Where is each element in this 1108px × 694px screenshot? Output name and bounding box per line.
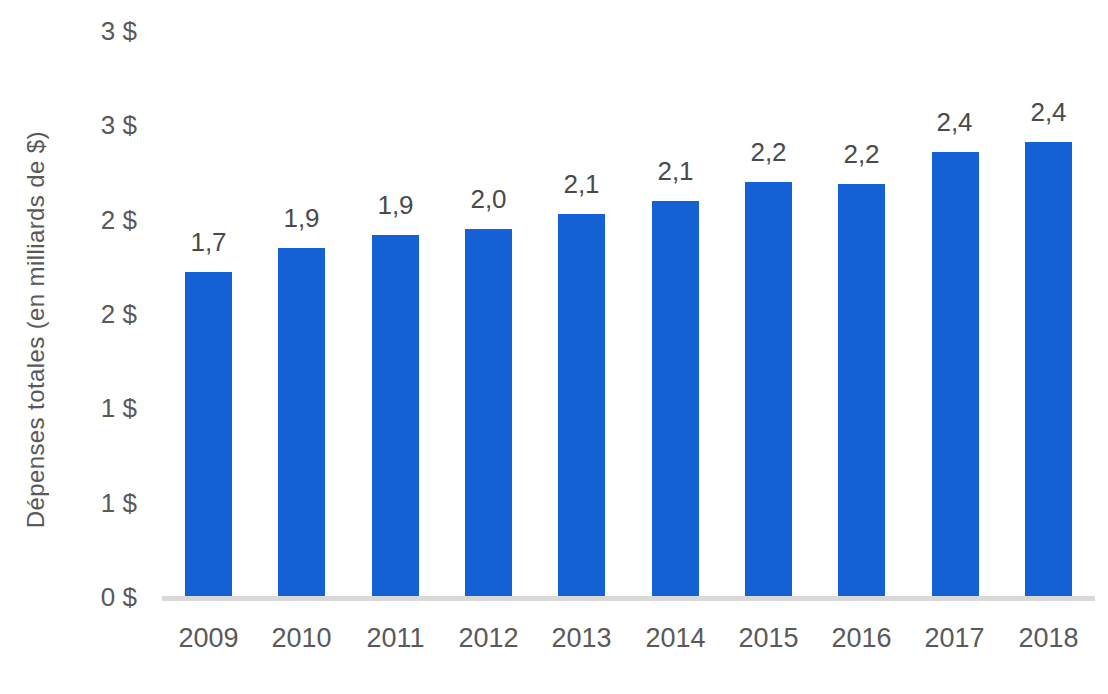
bar-value-label: 2,4 <box>1002 98 1095 126</box>
x-axis-label: 2014 <box>629 621 722 655</box>
x-axis-label: 2012 <box>442 621 535 655</box>
y-axis-tick-label: 2 $ <box>57 204 137 236</box>
x-axis-label: 2013 <box>535 621 628 655</box>
bar-2014 <box>652 201 699 597</box>
bar-2016 <box>838 184 885 597</box>
x-axis-label: 2016 <box>815 621 908 655</box>
bar-2011 <box>372 235 419 597</box>
bar-2012 <box>465 229 512 597</box>
bar-2017 <box>932 152 979 597</box>
x-axis-label: 2017 <box>908 621 1001 655</box>
y-axis-tick-label: 0 $ <box>57 581 137 613</box>
x-axis-label: 2010 <box>255 621 348 655</box>
bar-chart: Dépenses totales (en milliards de $) 0 $… <box>0 0 1108 694</box>
x-axis-label: 2015 <box>722 621 815 655</box>
bar-value-label: 2,0 <box>442 185 535 213</box>
y-axis-tick-label: 3 $ <box>57 109 137 141</box>
bar-value-label: 1,7 <box>162 228 255 256</box>
bar-2013 <box>558 214 605 597</box>
y-axis-tick-labels: 0 $ 1 $ 1 $ 2 $ 2 $ 3 $ 3 $ <box>0 0 137 694</box>
bar-value-label: 1,9 <box>349 191 442 219</box>
plot-area: 1,71,91,92,02,12,12,22,22,42,4 <box>162 31 1095 597</box>
x-axis-line <box>162 596 1095 601</box>
bar-2015 <box>745 182 792 597</box>
x-axis-label: 2011 <box>349 621 442 655</box>
x-axis-label: 2009 <box>162 621 255 655</box>
bar-value-label: 2,1 <box>535 170 628 198</box>
bar-value-label: 2,1 <box>629 157 722 185</box>
bar-value-label: 2,2 <box>722 138 815 166</box>
bar-value-label: 2,2 <box>815 140 908 168</box>
bar-value-label: 1,9 <box>255 204 348 232</box>
y-axis-tick-label: 1 $ <box>57 487 137 519</box>
bar-2018 <box>1025 142 1072 597</box>
y-axis-tick-label: 2 $ <box>57 298 137 330</box>
bar-value-label: 2,4 <box>908 108 1001 136</box>
bar-2010 <box>278 248 325 597</box>
x-axis-tick-labels: 2009201020112012201320142015201620172018 <box>162 621 1095 655</box>
y-axis-tick-label: 1 $ <box>57 392 137 424</box>
y-axis-tick-label: 3 $ <box>57 15 137 47</box>
bar-2009 <box>185 272 232 597</box>
x-axis-label: 2018 <box>1002 621 1095 655</box>
